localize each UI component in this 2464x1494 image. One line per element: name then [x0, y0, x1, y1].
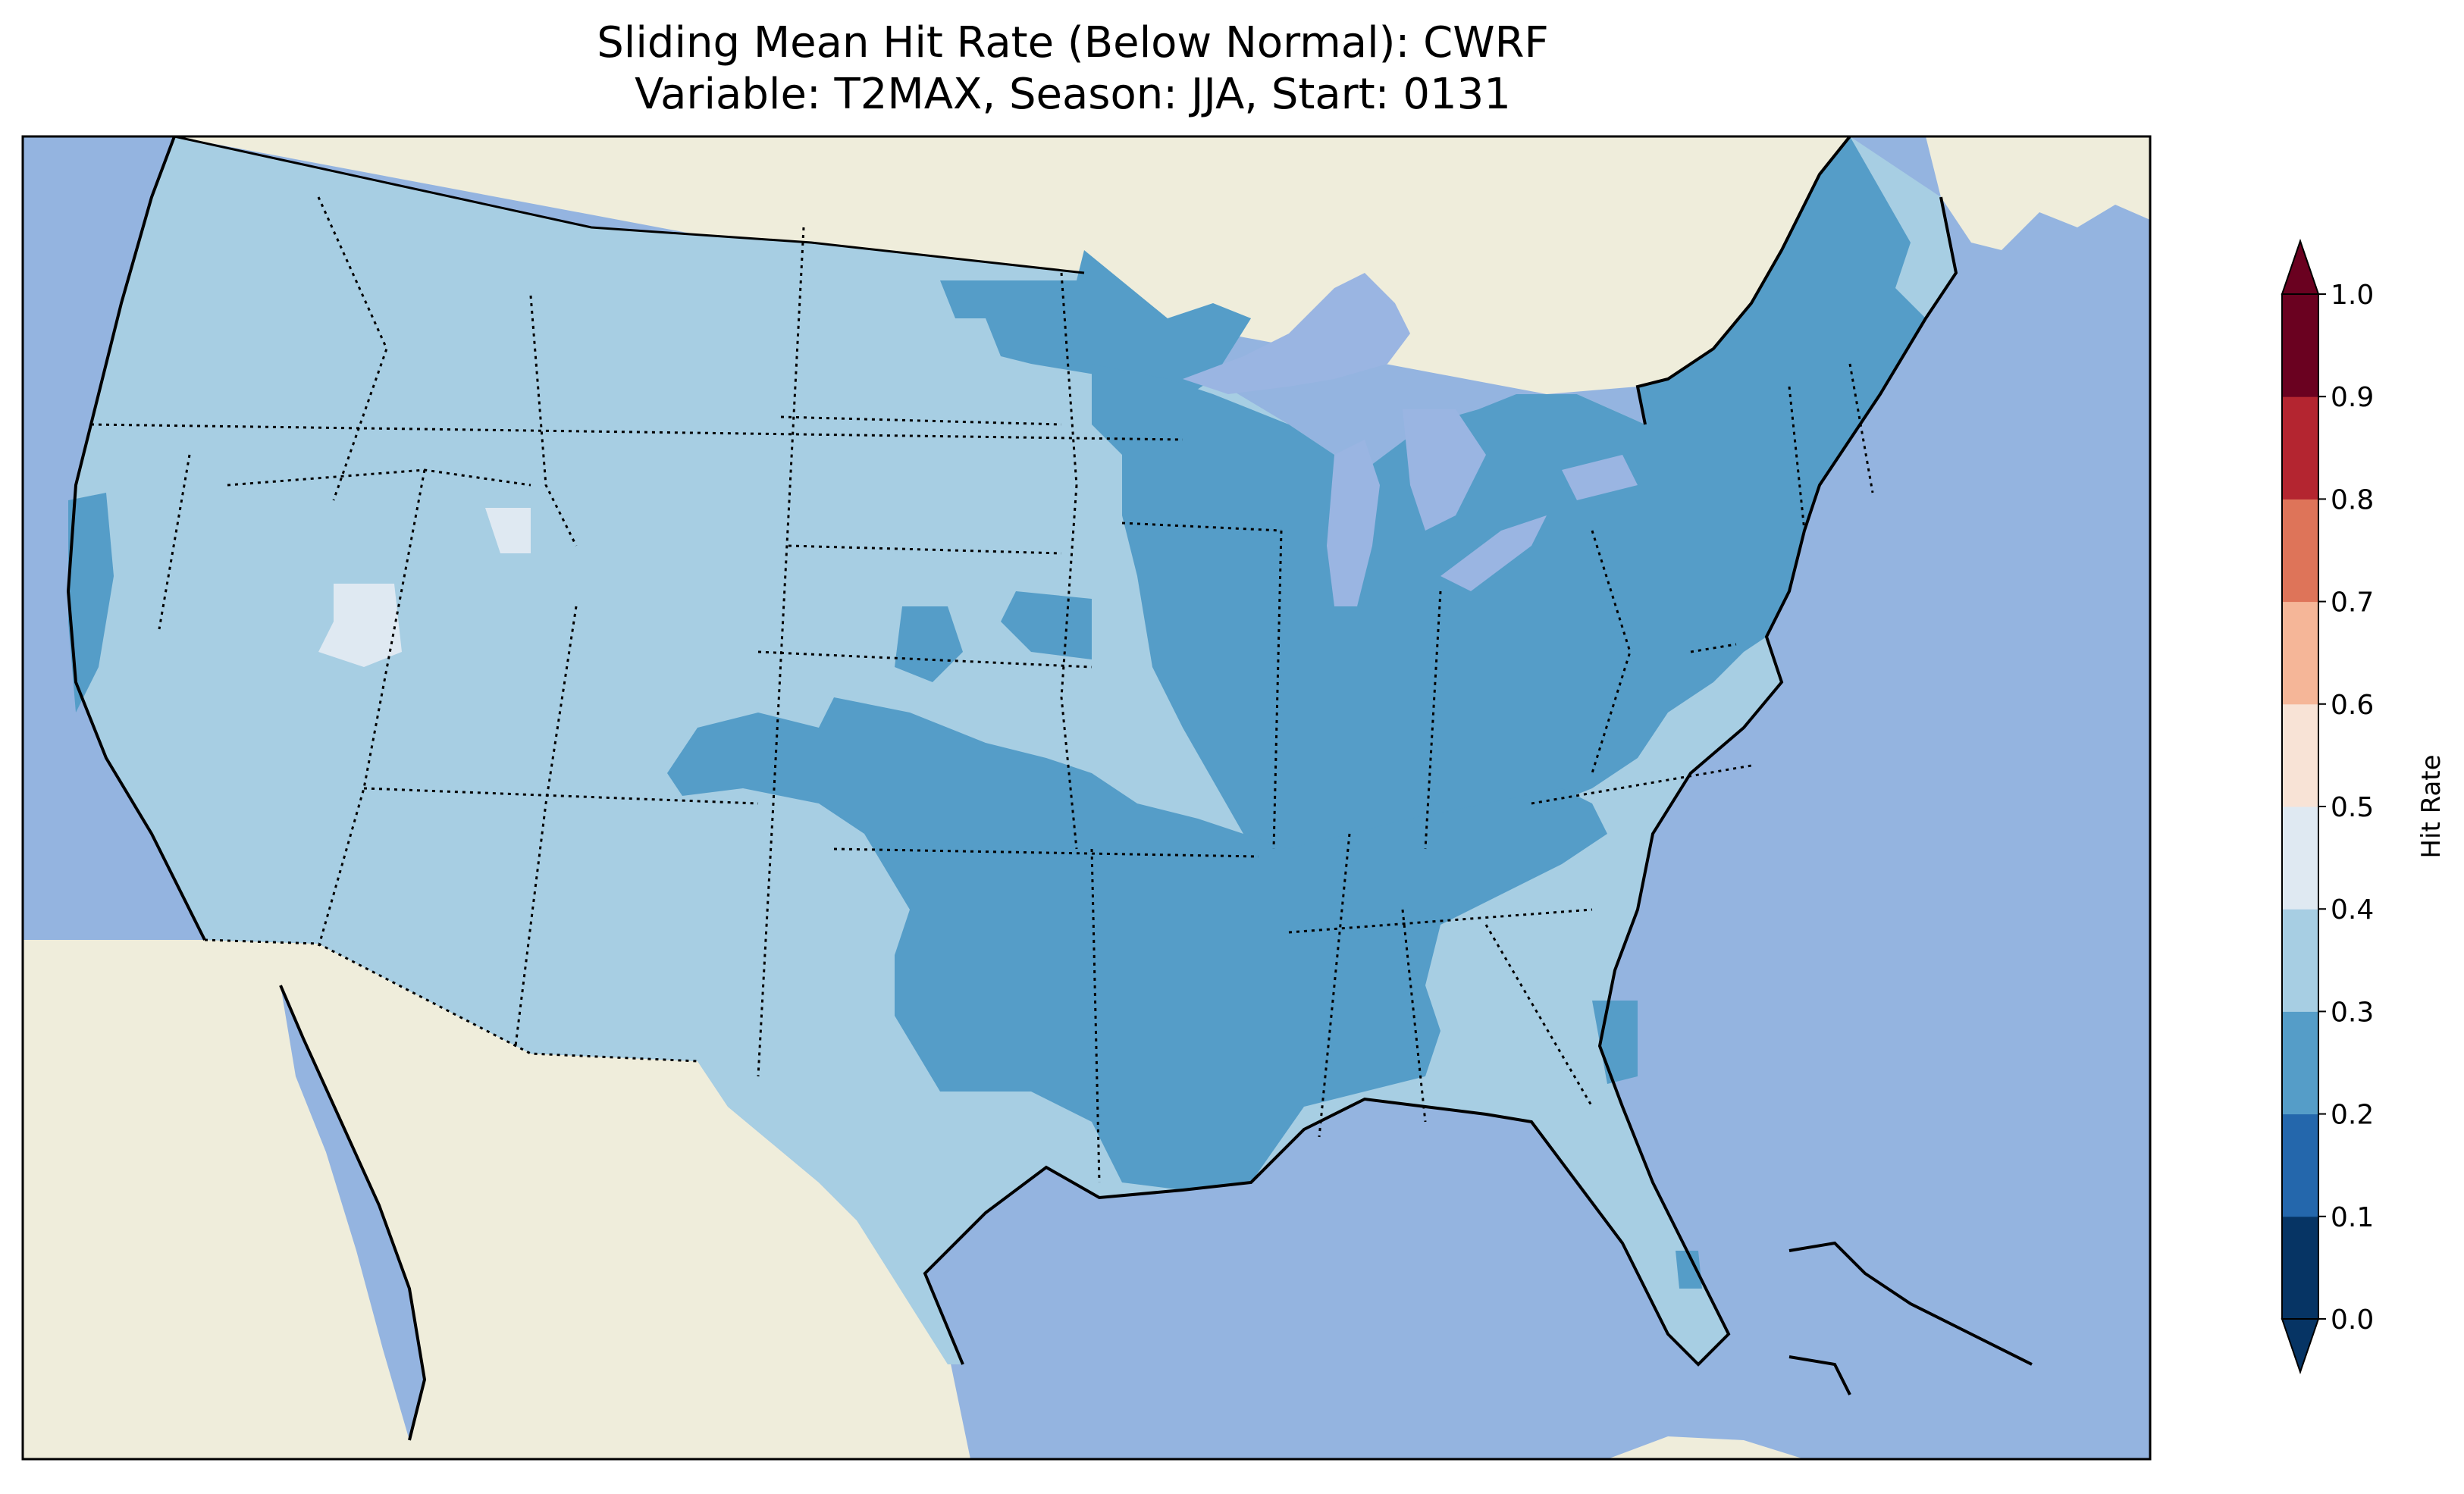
region-class-02-03-northern-plains: [940, 250, 1251, 409]
colorbar-bin-0.6-0.7: [2282, 601, 2318, 705]
colorbar-tick-label: 0.7: [2331, 587, 2374, 619]
colorbar-bin-0.5-0.6: [2282, 703, 2318, 807]
colorbar-bin-0.1-0.2: [2282, 1113, 2318, 1217]
region-class-02-03-missouri-patch: [1228, 675, 1289, 697]
colorbar-tick-label: 0.6: [2331, 690, 2374, 721]
country-borders: [174, 136, 1085, 1063]
colorbar-tick-label: 0.1: [2331, 1202, 2374, 1233]
map-frame: [21, 135, 2152, 1461]
region-class-02-03-nebraska-patch: [895, 606, 963, 682]
lake-michigan: [1327, 440, 1380, 606]
colorbar-bin-0.4-0.5: [2282, 807, 2318, 910]
coastlines: [66, 136, 2033, 1441]
colorbar-bin-0.8-0.9: [2282, 396, 2318, 500]
colorbar-tick-label: 1.0: [2331, 280, 2374, 311]
colorbar-extend-max-arrow: [2281, 238, 2320, 295]
colorbar-tick-label: 0.4: [2331, 894, 2374, 926]
colorbar-tick-label: 0.5: [2331, 792, 2374, 823]
lake-huron: [1403, 409, 1486, 531]
region-class-02-03-florida-patch: [1676, 1251, 1702, 1289]
region-class-02-03-southern-plains: [667, 697, 1607, 1190]
yucatan-cuba-land: [1607, 1436, 1804, 1459]
state-borders: [90, 196, 1874, 1183]
region-class-04-05-nevada: [318, 584, 402, 667]
colorbar-tick-label: 0.8: [2331, 484, 2374, 515]
lake-ontario: [1562, 455, 1638, 500]
colorbar-bin-0.2-0.3: [2282, 1011, 2318, 1115]
colorbar-bin-0.9-1.0: [2282, 294, 2318, 397]
region-class-02-03-kansas-iowa-patch: [1001, 591, 1092, 659]
gulf-of-california: [281, 985, 425, 1440]
chart-title-line-2: Variable: T2MAX, Season: JJA, Start: 013…: [635, 70, 1511, 119]
colorbar-bin-0.0-0.1: [2282, 1216, 2318, 1320]
colorbar-tick-label: 0.0: [2331, 1305, 2374, 1336]
colorbar-label: Hit Rate: [2416, 754, 2447, 858]
mexico-land: [23, 940, 970, 1459]
colorbar-bin-0.3-0.4: [2282, 909, 2318, 1012]
colorbar-tick-label: 0.9: [2331, 382, 2374, 413]
region-class-04-05-idaho: [485, 508, 531, 553]
colorbar-bin-0.7-0.8: [2282, 499, 2318, 603]
lake-erie: [1440, 515, 1547, 591]
colorbar-tick-label: 0.2: [2331, 1100, 2374, 1131]
region-class-02-03-california-coast: [68, 493, 114, 713]
colorbar-extend-min-arrow: [2281, 1318, 2320, 1375]
colorbar-tick-label: 0.3: [2331, 997, 2374, 1028]
canada-maritimes: [1926, 136, 2150, 250]
lake-superior: [1183, 273, 1410, 394]
chart-title-line-1: Sliding Mean Hit Rate (Below Normal): CW…: [597, 18, 1549, 67]
